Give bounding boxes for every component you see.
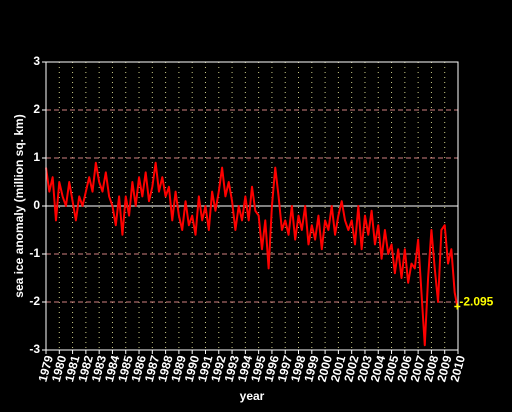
x-tick-label: 1984: [102, 354, 123, 384]
x-tick-label: 2009: [434, 354, 455, 384]
x-tick-label: 1988: [155, 354, 176, 384]
y-tick-label: -3: [29, 342, 40, 356]
y-tick-label: -2: [29, 294, 40, 308]
x-tick-label: 1998: [288, 354, 309, 384]
x-tick-label: 1987: [142, 354, 163, 384]
x-axis-label: year: [240, 389, 265, 403]
x-tick-label: 1980: [49, 354, 70, 384]
y-tick-label: 2: [33, 102, 40, 116]
x-tick-label: 1982: [75, 354, 96, 384]
x-tick-label: 2003: [354, 354, 375, 384]
y-tick-label: 1: [33, 150, 40, 164]
x-tick-label: 1999: [301, 354, 322, 384]
x-tick-label: 2002: [341, 354, 362, 384]
data-line: [45, 161, 459, 347]
x-tick-label: 2004: [368, 354, 389, 384]
x-tick-label: 1981: [62, 354, 83, 384]
y-axis-label: sea ice anomaly (million sq. km): [12, 114, 26, 297]
x-tick-label: 1991: [195, 354, 216, 384]
x-tick-label: 1989: [168, 354, 189, 384]
x-tick-label: 2001: [328, 354, 349, 384]
x-tick-label: 2008: [421, 354, 442, 384]
x-tick-label: 2000: [315, 354, 336, 384]
x-tick-label: 1985: [115, 354, 136, 384]
x-tick-label: 2010: [448, 354, 469, 384]
x-tick-label: 2006: [394, 354, 415, 384]
x-tick-label: 1994: [235, 354, 256, 384]
x-tick-label: 1993: [222, 354, 243, 384]
y-tick-label: -1: [29, 246, 40, 260]
x-tick-label: 1995: [248, 354, 269, 384]
y-tick-label: 0: [33, 198, 40, 212]
x-tick-label: 1979: [36, 354, 57, 384]
x-tick-label: 1990: [182, 354, 203, 384]
x-tick-label: 1986: [129, 354, 150, 384]
x-tick-label: 1997: [275, 354, 296, 384]
x-tick-label: 1983: [89, 354, 110, 384]
x-tick-label: 2007: [408, 354, 429, 384]
plot-frame: [45, 61, 459, 351]
x-tick-label: 1992: [208, 354, 229, 384]
x-tick-label: 2005: [381, 354, 402, 384]
x-tick-label: 1996: [261, 354, 282, 384]
y-tick-label: 3: [33, 54, 40, 68]
annotation-marker: [454, 303, 461, 310]
annotation-label: -2.095: [459, 295, 493, 309]
